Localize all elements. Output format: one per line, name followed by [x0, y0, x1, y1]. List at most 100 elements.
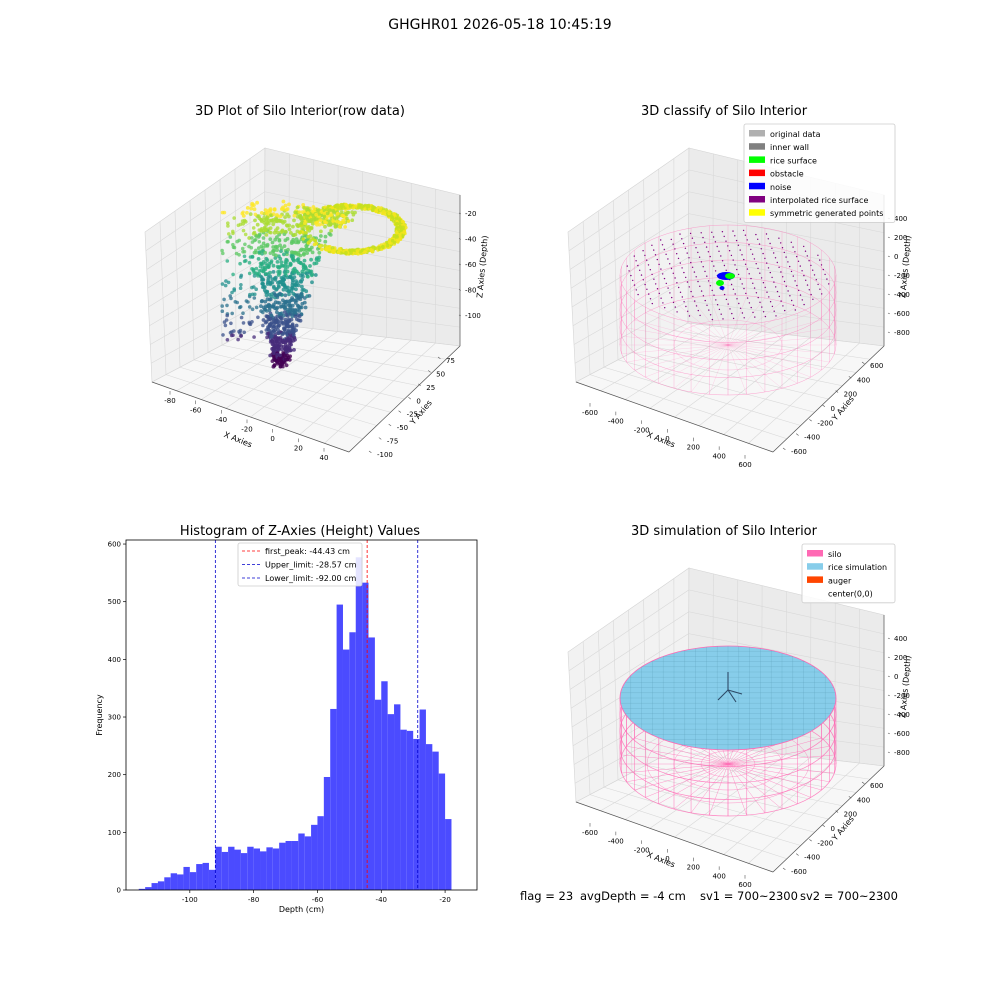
data-point	[297, 210, 302, 214]
interpolated-point	[706, 275, 708, 277]
interpolated-point	[713, 265, 715, 267]
legend-label: obstacle	[770, 170, 804, 179]
data-point	[319, 229, 323, 234]
data-point	[264, 228, 268, 233]
data-point	[275, 352, 280, 357]
interpolated-point	[808, 289, 810, 291]
z-tick-label: -800	[894, 329, 910, 337]
interpolated-point	[757, 238, 759, 240]
data-point	[271, 249, 276, 253]
data-point	[276, 336, 281, 340]
interpolated-point	[757, 267, 759, 270]
data-point	[395, 226, 399, 230]
data-point	[402, 230, 406, 235]
data-point	[224, 279, 228, 283]
data-point	[254, 287, 258, 292]
data-point	[229, 296, 233, 301]
data-point	[284, 348, 288, 352]
data-point	[231, 272, 235, 277]
histogram-bar	[349, 632, 356, 890]
x-axis-label: X Axies	[646, 430, 677, 449]
y-tick-label: -50	[397, 424, 408, 432]
data-point	[289, 298, 294, 302]
interpolated-point	[688, 315, 691, 317]
data-point	[269, 218, 274, 223]
interpolated-point	[746, 297, 749, 299]
y-tick-label: -200	[817, 419, 833, 427]
interpolated-point	[720, 255, 722, 257]
grid-line	[659, 337, 857, 373]
interpolated-point	[686, 252, 688, 254]
data-point	[221, 251, 225, 256]
grid-line	[221, 344, 419, 387]
interpolated-point	[712, 236, 715, 238]
grid-line	[219, 179, 223, 346]
data-point	[289, 231, 293, 235]
y-tick-label: 100	[108, 829, 121, 837]
data-point	[308, 264, 312, 268]
interpolated-point	[711, 231, 713, 233]
interpolated-point	[767, 267, 770, 269]
tick-mark	[458, 238, 461, 240]
data-point	[250, 320, 254, 324]
interpolated-point	[796, 284, 798, 287]
tick-mark	[887, 312, 890, 315]
interpolated-point	[667, 258, 669, 260]
data-point	[350, 218, 355, 222]
x-tick-label: -20	[439, 896, 450, 904]
interpolated-point	[759, 272, 761, 274]
data-point	[278, 364, 283, 369]
data-point	[345, 210, 350, 215]
data-point	[273, 306, 277, 311]
data-point	[253, 292, 257, 297]
grid-line	[698, 337, 811, 426]
auger-shaft	[717, 689, 729, 701]
interpolated-point	[727, 245, 729, 247]
data-point	[387, 240, 392, 244]
data-point	[283, 310, 287, 314]
interpolated-point	[694, 300, 696, 302]
data-point	[284, 208, 289, 212]
interpolated-point	[797, 260, 800, 262]
interpolated-point	[693, 271, 696, 273]
data-point	[283, 342, 288, 347]
interpolated-point	[727, 303, 729, 305]
interpolated-point	[732, 288, 735, 290]
y-tick-label: -600	[791, 868, 807, 876]
data-point	[295, 205, 300, 210]
data-point	[366, 204, 371, 209]
interpolated-point	[780, 271, 782, 273]
data-point	[255, 200, 259, 205]
interpolated-point	[819, 259, 821, 261]
data-point	[317, 250, 322, 255]
interpolated-point	[671, 296, 673, 299]
data-point	[401, 225, 405, 230]
interpolated-point	[803, 245, 805, 248]
interpolated-point	[704, 270, 706, 273]
interpolated-point	[651, 244, 653, 246]
data-point	[329, 213, 334, 217]
data-point	[286, 247, 290, 252]
interpolated-point	[755, 263, 757, 265]
data-point	[296, 304, 301, 309]
grid-line	[570, 213, 689, 289]
interpolated-point	[805, 279, 807, 281]
data-point	[304, 271, 309, 276]
interpolated-point	[688, 257, 690, 259]
interpolated-point	[778, 266, 780, 268]
histogram-bar	[355, 557, 363, 890]
interpolated-point	[681, 267, 683, 269]
data-point	[287, 358, 292, 362]
data-point	[400, 219, 405, 224]
x-tick-label: 40	[320, 454, 329, 462]
data-point	[302, 300, 307, 305]
tick-mark	[427, 370, 431, 373]
data-point	[281, 351, 286, 355]
histogram-bar	[240, 853, 248, 890]
data-point	[230, 290, 234, 295]
data-point	[272, 207, 277, 212]
tick-mark	[458, 263, 461, 266]
interpolated-point	[669, 263, 671, 265]
data-point	[276, 273, 281, 277]
interpolated-point	[707, 251, 710, 253]
